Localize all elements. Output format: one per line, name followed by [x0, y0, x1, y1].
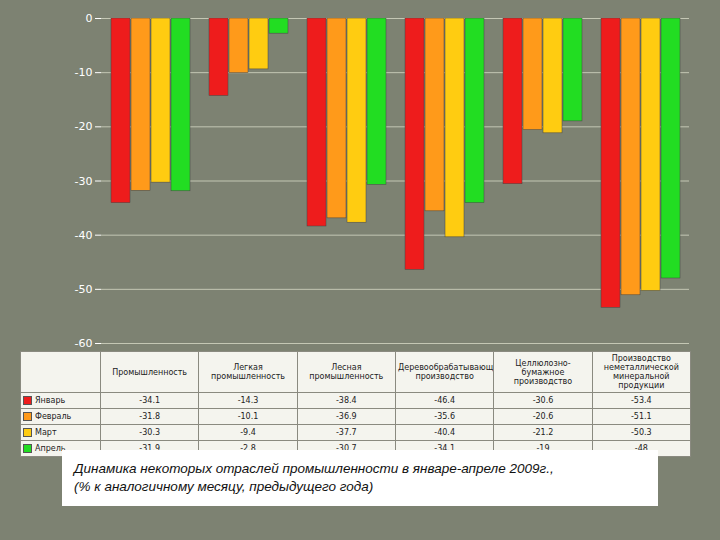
svg-text:-50: -50: [75, 283, 93, 296]
html-text:-14.3: -14.3: [237, 396, 259, 405]
html-text:-2.8: -2.8: [240, 444, 256, 453]
html-text:-50.3: -50.3: [631, 428, 652, 437]
html-text:Целлюлозно-бумажное производст: Целлюлозно-бумажное производство: [513, 358, 573, 386]
html-text:Апрель: Апрель: [35, 444, 66, 453]
html-text:-46.4: -46.4: [434, 396, 455, 405]
html-text:-40.4: -40.4: [434, 428, 455, 437]
html-text:Март: Март: [35, 428, 57, 437]
html-text:-9.4: -9.4: [240, 428, 256, 437]
html-text:-34.1: -34.1: [434, 444, 455, 453]
html-text:Легкая промышленность: Легкая промышленность: [211, 363, 285, 381]
html-text:Лесная промышленность: Лесная промышленность: [309, 363, 384, 381]
html-text:-31.8: -31.8: [139, 412, 160, 421]
html-text:-21.2: -21.2: [532, 428, 554, 437]
html-text:Февраль: Февраль: [35, 412, 72, 421]
html-text:-35.6: -35.6: [434, 412, 455, 421]
svg-text:-40: -40: [75, 229, 93, 242]
html-text:(% к аналогичному месяцу, пред: (% к аналогичному месяцу, предыдущего го…: [74, 479, 374, 494]
svg-text:-30: -30: [75, 175, 93, 188]
html-text:-31.9: -31.9: [139, 444, 160, 453]
html-text:-19: -19: [536, 444, 550, 453]
svg-text:-10: -10: [75, 66, 93, 79]
svg-text:-60: -60: [75, 337, 93, 350]
html-text:-30.7: -30.7: [336, 444, 357, 453]
html-text:-53.4: -53.4: [631, 396, 652, 405]
html-text:-37.7: -37.7: [336, 428, 357, 437]
html-text:Промышленность: Промышленность: [112, 367, 188, 377]
html-text:-20.6: -20.6: [532, 412, 554, 421]
svg-text:0: 0: [86, 12, 93, 25]
html-text:Динамика некоторых отраслей пр: Динамика некоторых отраслей промышленнос…: [74, 461, 554, 476]
html-text:-30.6: -30.6: [532, 396, 554, 405]
html-text:Производство неметаллической м: Производство неметаллической минеральной…: [603, 354, 679, 390]
html-text:-34.1: -34.1: [139, 396, 160, 405]
html-text:-38.4: -38.4: [336, 396, 357, 405]
html-text:-48: -48: [634, 444, 648, 453]
html-text:Январь: Январь: [35, 396, 66, 405]
html-text:-51.1: -51.1: [631, 412, 652, 421]
html-text:-10.1: -10.1: [237, 412, 259, 421]
svg-text:-20: -20: [75, 120, 93, 133]
html-text:-30.3: -30.3: [139, 428, 160, 437]
html-text:-36.9: -36.9: [336, 412, 357, 421]
